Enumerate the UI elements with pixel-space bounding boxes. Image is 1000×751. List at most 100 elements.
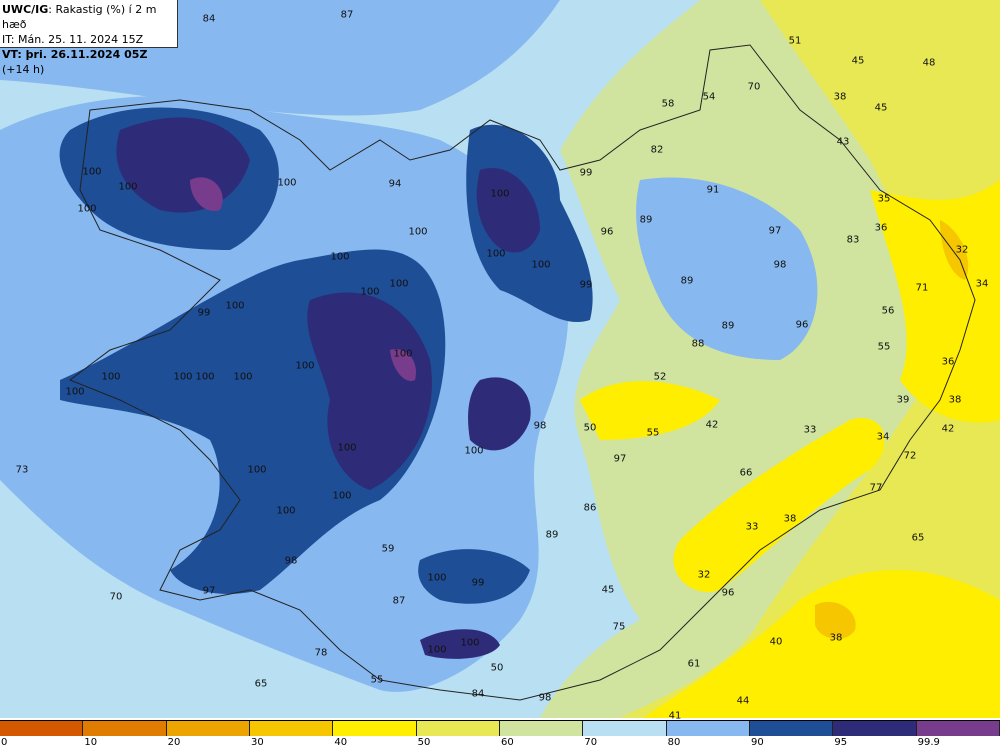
value-label: 38 [833, 91, 847, 103]
value-label: 61 [687, 658, 701, 670]
value-label: 100 [531, 259, 551, 271]
value-label: 40 [769, 636, 783, 648]
colorbar-tick: 90 [751, 737, 764, 748]
region-40-50-south [642, 570, 1000, 718]
region-99-nw [190, 177, 223, 211]
value-label: 100 [276, 505, 296, 517]
value-label: 100 [460, 637, 480, 649]
value-label: 32 [697, 569, 711, 581]
value-label: 51 [788, 35, 802, 47]
value-label: 78 [314, 647, 328, 659]
value-label: 100 [247, 464, 267, 476]
value-label: 100 [490, 188, 510, 200]
value-label: 99 [579, 279, 593, 291]
region-90-95-south [418, 549, 530, 604]
value-label: 38 [948, 394, 962, 406]
value-label: 100 [233, 371, 253, 383]
region-50-60 [620, 0, 1000, 718]
value-label: 45 [851, 55, 865, 67]
value-label: 38 [829, 632, 843, 644]
value-label: 36 [874, 222, 888, 234]
value-label: 97 [768, 225, 782, 237]
value-label: 98 [538, 692, 552, 704]
value-label: 100 [118, 181, 138, 193]
colorbar-segment [416, 721, 500, 736]
region-95-south [420, 629, 500, 659]
value-label: 35 [877, 193, 891, 205]
value-label: 87 [340, 9, 354, 21]
colorbar-tick: 20 [167, 737, 181, 748]
value-label: 88 [691, 338, 705, 350]
value-label: 100 [82, 166, 102, 178]
colorbar-tick: 99.9 [917, 737, 940, 748]
colorbar-segment [583, 721, 667, 736]
value-label: 45 [601, 584, 615, 596]
value-label: 96 [600, 226, 614, 238]
value-label: 99 [471, 577, 485, 589]
colorbar-segment [500, 721, 584, 736]
region-40-50-east [870, 180, 1000, 423]
value-label: 100 [225, 300, 245, 312]
value-label: 65 [254, 678, 268, 690]
region-95-central [468, 377, 531, 451]
region-30-40 [815, 601, 856, 640]
map-title: : Rakastig (%) í 2 m hæð [2, 3, 157, 31]
value-label: 100 [195, 371, 215, 383]
colorbar-segment [166, 721, 250, 736]
valid-time: VT: þri. 26.11.2024 05Z [2, 48, 148, 61]
value-label: 75 [612, 621, 626, 633]
value-label: 42 [705, 419, 719, 431]
humidity-map [0, 0, 1000, 718]
value-label: 99 [579, 167, 593, 179]
value-label: 91 [706, 184, 720, 196]
value-label: 34 [975, 278, 989, 290]
value-label: 100 [393, 348, 413, 360]
value-label: 98 [284, 555, 298, 567]
value-label: 33 [745, 521, 759, 533]
colorbar-tick: 80 [667, 737, 681, 748]
value-label: 100 [360, 286, 380, 298]
value-label: 56 [881, 305, 895, 317]
value-label: 82 [650, 144, 664, 156]
value-label: 100 [408, 226, 428, 238]
colorbar-tick: 40 [334, 737, 348, 748]
value-label: 100 [65, 386, 85, 398]
value-label: 36 [941, 356, 955, 368]
value-label: 100 [77, 203, 97, 215]
value-label: 34 [876, 431, 890, 443]
value-label: 38 [783, 513, 797, 525]
value-label: 97 [202, 585, 216, 597]
value-label: 100 [101, 371, 121, 383]
colorbar-segment [250, 721, 334, 736]
colorbar-tick: 95 [834, 737, 848, 748]
value-label: 41 [668, 710, 682, 722]
lead-time: (+14 h) [2, 63, 45, 76]
value-label: 44 [736, 695, 750, 707]
value-label: 32 [955, 244, 969, 256]
colorbar-tick: 50 [417, 737, 431, 748]
value-label: 86 [583, 502, 597, 514]
value-label: 100 [389, 278, 409, 290]
value-label: 100 [277, 177, 297, 189]
value-label: 55 [877, 341, 891, 353]
model-name: UWC/IG [2, 3, 49, 16]
value-label: 66 [739, 467, 753, 479]
value-label: 98 [773, 259, 787, 271]
value-label: 89 [639, 214, 653, 226]
value-label: 33 [803, 424, 817, 436]
value-label: 96 [721, 587, 735, 599]
value-label: 100 [486, 248, 506, 260]
value-label: 54 [702, 91, 716, 103]
value-label: 96 [795, 319, 809, 331]
colorbar-segment [0, 721, 84, 736]
value-label: 83 [846, 234, 860, 246]
value-label: 39 [896, 394, 910, 406]
value-label: 89 [680, 275, 694, 287]
init-time: IT: Mán. 25. 11. 2024 15Z [2, 33, 144, 46]
value-label: 73 [15, 464, 29, 476]
value-label: 100 [332, 490, 352, 502]
coastline [68, 44, 976, 701]
region-40-50-c [580, 381, 720, 440]
value-label: 50 [490, 662, 504, 674]
colorbar-segment [83, 721, 167, 736]
